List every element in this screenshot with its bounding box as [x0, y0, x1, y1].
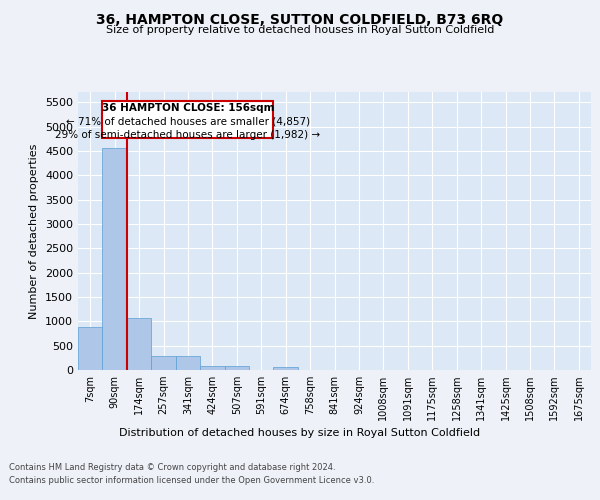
Text: Distribution of detached houses by size in Royal Sutton Coldfield: Distribution of detached houses by size … — [119, 428, 481, 438]
Y-axis label: Number of detached properties: Number of detached properties — [29, 144, 40, 319]
Text: Contains public sector information licensed under the Open Government Licence v3: Contains public sector information licen… — [9, 476, 374, 485]
Bar — [127, 318, 151, 370]
Text: 36, HAMPTON CLOSE, SUTTON COLDFIELD, B73 6RQ: 36, HAMPTON CLOSE, SUTTON COLDFIELD, B73… — [97, 12, 503, 26]
Text: ← 71% of detached houses are smaller (4,857): ← 71% of detached houses are smaller (4,… — [66, 117, 310, 127]
Bar — [151, 356, 176, 370]
Text: 36 HAMPTON CLOSE: 156sqm: 36 HAMPTON CLOSE: 156sqm — [101, 104, 274, 114]
Bar — [274, 367, 298, 370]
Text: 29% of semi-detached houses are larger (1,982) →: 29% of semi-detached houses are larger (… — [55, 130, 320, 140]
Bar — [103, 148, 127, 370]
Bar — [176, 356, 200, 370]
Bar — [78, 327, 103, 370]
Bar — [224, 366, 249, 370]
Text: Size of property relative to detached houses in Royal Sutton Coldfield: Size of property relative to detached ho… — [106, 25, 494, 35]
Text: Contains HM Land Registry data © Crown copyright and database right 2024.: Contains HM Land Registry data © Crown c… — [9, 462, 335, 471]
Bar — [200, 366, 224, 370]
